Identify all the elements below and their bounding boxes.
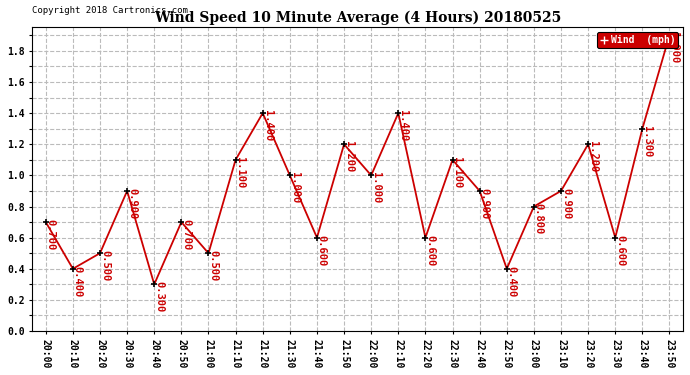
Text: 1.000: 1.000 <box>371 172 381 204</box>
Text: 0.600: 0.600 <box>615 234 625 266</box>
Text: 1.900: 1.900 <box>669 32 680 63</box>
Text: 1.300: 1.300 <box>642 126 652 157</box>
Text: 0.900: 0.900 <box>127 188 137 219</box>
Text: 0.400: 0.400 <box>72 266 83 297</box>
Text: 1.200: 1.200 <box>344 141 354 172</box>
Text: 0.600: 0.600 <box>425 234 435 266</box>
Text: 0.500: 0.500 <box>208 250 218 281</box>
Text: Copyright 2018 Cartronics.com: Copyright 2018 Cartronics.com <box>32 6 188 15</box>
Text: 1.400: 1.400 <box>263 110 273 141</box>
Text: 0.500: 0.500 <box>100 250 110 281</box>
Text: 0.300: 0.300 <box>154 281 164 312</box>
Text: 0.800: 0.800 <box>534 203 544 235</box>
Text: 1.200: 1.200 <box>588 141 598 172</box>
Legend: Wind  (mph): Wind (mph) <box>597 32 678 48</box>
Text: 0.400: 0.400 <box>506 266 517 297</box>
Text: 0.700: 0.700 <box>181 219 191 250</box>
Text: 1.400: 1.400 <box>398 110 408 141</box>
Text: 0.700: 0.700 <box>46 219 56 250</box>
Text: 0.900: 0.900 <box>480 188 489 219</box>
Text: 0.600: 0.600 <box>317 234 327 266</box>
Text: 1.000: 1.000 <box>290 172 299 204</box>
Text: 1.100: 1.100 <box>453 157 462 188</box>
Text: 0.900: 0.900 <box>561 188 571 219</box>
Text: 1.100: 1.100 <box>235 157 246 188</box>
Title: Wind Speed 10 Minute Average (4 Hours) 20180525: Wind Speed 10 Minute Average (4 Hours) 2… <box>154 10 561 25</box>
